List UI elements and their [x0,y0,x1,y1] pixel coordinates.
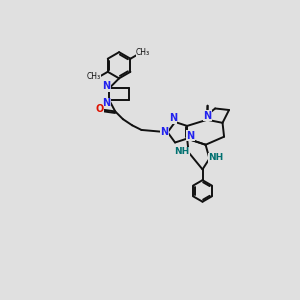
Text: N: N [102,98,110,108]
Text: N: N [186,130,194,140]
Text: CH₃: CH₃ [136,48,150,57]
Text: N: N [169,113,177,123]
Text: N: N [160,127,169,137]
Text: CH₃: CH₃ [87,72,101,81]
Text: O: O [96,104,104,114]
Text: NH: NH [208,153,223,162]
Text: N: N [203,111,211,121]
Text: NH: NH [174,147,189,156]
Text: N: N [102,81,110,91]
